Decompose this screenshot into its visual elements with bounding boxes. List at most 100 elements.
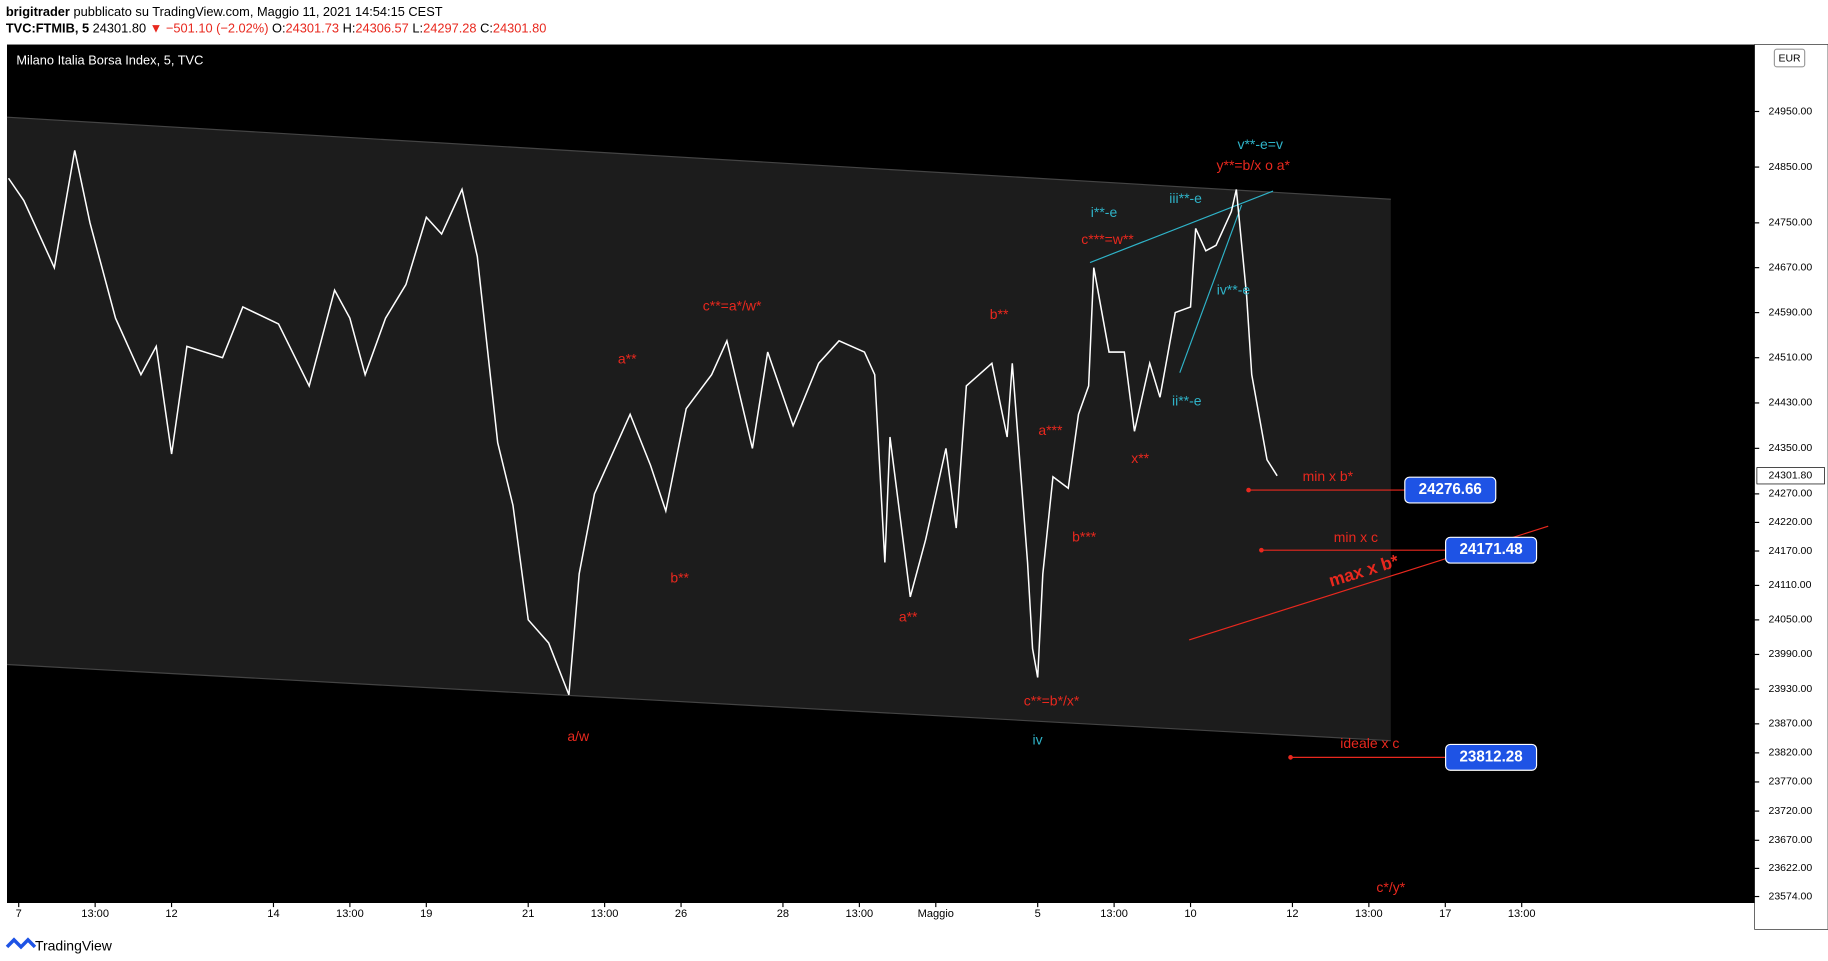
annotation: c**=a*/w* bbox=[703, 298, 762, 314]
annotation: iv bbox=[1033, 731, 1043, 747]
footer: TradingView bbox=[35, 938, 113, 954]
y-tick-label: 24850.00 bbox=[1769, 161, 1813, 173]
level-text: min x b* bbox=[1303, 468, 1354, 484]
level-text: min x c bbox=[1334, 529, 1378, 545]
y-tick-label: 23990.00 bbox=[1769, 648, 1813, 660]
annotation: y**=b/x o a* bbox=[1217, 157, 1291, 173]
y-tick-label: 24270.00 bbox=[1769, 488, 1813, 500]
high-label: H: bbox=[343, 21, 356, 36]
level-box bbox=[1404, 476, 1497, 504]
x-tick-label: 14 bbox=[267, 908, 279, 920]
currency-badge bbox=[1773, 48, 1806, 68]
currency: EUR bbox=[1778, 52, 1801, 64]
x-tick-label: 12 bbox=[1286, 908, 1298, 920]
open: 24301.73 bbox=[286, 21, 339, 36]
annotation: i**-e bbox=[1091, 204, 1118, 220]
x-tick-label: 12 bbox=[165, 908, 177, 920]
logo bbox=[5, 937, 37, 950]
y-tick-label: 24050.00 bbox=[1769, 614, 1813, 626]
price-line bbox=[7, 150, 1278, 696]
chart-title: Milano Italia Borsa Index, 5, TVC bbox=[16, 52, 203, 67]
annotation: c***=w** bbox=[1081, 231, 1134, 247]
last: 24301.80 bbox=[93, 21, 146, 36]
channel bbox=[6, 117, 1391, 741]
x-tick-label: 13:00 bbox=[1508, 908, 1536, 920]
annotation: c**=b*/x* bbox=[1024, 693, 1080, 709]
x-tick-label: Maggio bbox=[918, 908, 954, 920]
y-tick-label: 24750.00 bbox=[1769, 217, 1813, 229]
published: pubblicato su TradingView.com, Maggio 11… bbox=[73, 4, 442, 19]
last-price-label: 24301.80 bbox=[1769, 470, 1813, 482]
x-tick-label: 28 bbox=[777, 908, 789, 920]
channel-top bbox=[6, 116, 1391, 200]
header-line: brigitrader pubblicato su TradingView.co… bbox=[6, 4, 443, 19]
y-tick-label: 23670.00 bbox=[1769, 834, 1813, 846]
y-tick-label: 23622.00 bbox=[1769, 862, 1813, 874]
x-tick-label: 13:00 bbox=[1355, 908, 1383, 920]
author: brigitrader bbox=[6, 4, 70, 19]
y-tick-label: 24950.00 bbox=[1769, 105, 1813, 117]
symbol: TVC:FTMIB, 5 bbox=[6, 21, 89, 36]
close-label: C: bbox=[480, 21, 493, 36]
annotation: a/w bbox=[567, 728, 590, 744]
change: ▼ −501.10 (−2.02%) bbox=[150, 21, 269, 36]
annotation: b** bbox=[990, 306, 1009, 322]
annotation: a** bbox=[899, 608, 918, 624]
y-tick-label: 24170.00 bbox=[1769, 545, 1813, 557]
x-tick-label: 13:00 bbox=[846, 908, 874, 920]
level-dot bbox=[1259, 547, 1264, 553]
channel-bottom bbox=[6, 663, 1391, 742]
low: 24297.28 bbox=[423, 21, 476, 36]
level-box bbox=[1445, 536, 1538, 564]
annotation: b** bbox=[670, 570, 689, 586]
level-dot bbox=[1246, 487, 1251, 493]
y-tick-label: 24430.00 bbox=[1769, 397, 1813, 409]
annotation: b*** bbox=[1072, 529, 1097, 545]
x-tick-label: 13:00 bbox=[81, 908, 109, 920]
x-tick-label: 17 bbox=[1439, 908, 1451, 920]
trend-line bbox=[1089, 190, 1274, 264]
level-value: 24171.48 bbox=[1459, 541, 1522, 558]
high: 24306.57 bbox=[355, 21, 408, 36]
y-tick-label: 24110.00 bbox=[1769, 579, 1812, 591]
trend-line bbox=[1179, 204, 1243, 373]
y-tick-label: 23770.00 bbox=[1769, 776, 1813, 788]
y-tick-label: 23870.00 bbox=[1769, 718, 1813, 730]
y-tick-label: 24350.00 bbox=[1769, 442, 1813, 454]
x-tick-label: 10 bbox=[1184, 908, 1196, 920]
level-value: 24276.66 bbox=[1419, 481, 1482, 498]
y-tick-label: 24220.00 bbox=[1769, 516, 1813, 528]
last-price-box bbox=[1756, 467, 1825, 485]
level-box bbox=[1445, 743, 1538, 771]
x-tick-label: 7 bbox=[16, 908, 22, 920]
annotation: ii**-e bbox=[1172, 393, 1202, 409]
annotation: v**-e=v bbox=[1238, 136, 1283, 152]
x-tick-label: 5 bbox=[1035, 908, 1041, 920]
y-tick-label: 23720.00 bbox=[1769, 805, 1813, 817]
y-tick-label: 23574.00 bbox=[1769, 890, 1813, 902]
x-tick-label: 26 bbox=[675, 908, 687, 920]
open-label: O: bbox=[272, 21, 286, 36]
low-label: L: bbox=[412, 21, 423, 36]
level-dot bbox=[1288, 755, 1293, 760]
header-line: TVC:FTMIB, 5 24301.80 ▼ −501.10 (−2.02%)… bbox=[6, 21, 546, 36]
x-tick-label: 21 bbox=[522, 908, 534, 920]
x-tick-label: 19 bbox=[420, 908, 432, 920]
annotation: iv**-e bbox=[1217, 281, 1251, 297]
y-tick-label: 23930.00 bbox=[1769, 683, 1813, 695]
annotation: c*/y* bbox=[1376, 879, 1405, 895]
annotation: iii**-e bbox=[1169, 190, 1202, 206]
annotation: a** bbox=[618, 350, 637, 366]
y-tick-label: 24510.00 bbox=[1769, 351, 1813, 363]
x-tick-label: 13:00 bbox=[591, 908, 619, 920]
y-tick-label: 23820.00 bbox=[1769, 747, 1813, 759]
x-tick-label: 13:00 bbox=[1100, 908, 1128, 920]
annotation: x** bbox=[1131, 450, 1149, 466]
y-tick-label: 24590.00 bbox=[1769, 306, 1813, 318]
annotation: a*** bbox=[1038, 422, 1063, 438]
price-axis bbox=[1754, 44, 1828, 930]
close: 24301.80 bbox=[493, 21, 546, 36]
x-tick-label: 13:00 bbox=[336, 908, 364, 920]
